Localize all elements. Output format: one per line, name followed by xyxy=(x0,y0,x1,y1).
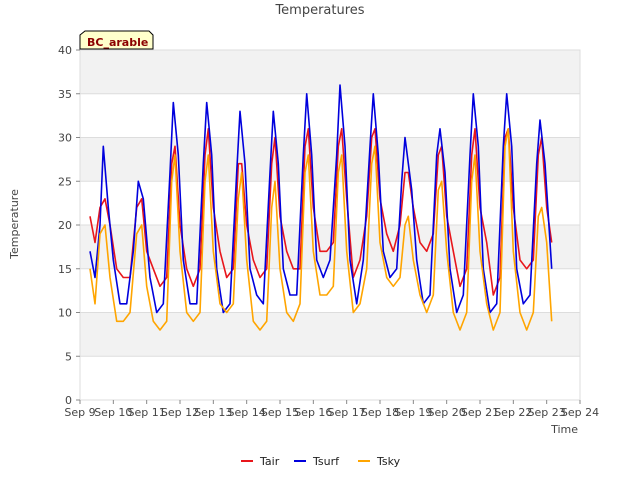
y-axis-ticks: 0 5 10 15 20 25 30 35 40 xyxy=(58,44,80,407)
x-tick-label: Sep 13 xyxy=(194,406,232,419)
legend-label: Tair xyxy=(259,455,280,468)
site-badge: BC_arable xyxy=(79,30,154,50)
x-tick-label: Sep 21 xyxy=(461,406,499,419)
y-tick-label: 35 xyxy=(58,88,72,101)
plot-band xyxy=(80,137,580,182)
x-tick-label: Sep 15 xyxy=(261,406,299,419)
plot-band xyxy=(80,93,580,138)
legend-label: Tsky xyxy=(376,455,401,468)
legend: Tair Tsurf Tsky xyxy=(241,455,401,468)
plot-band xyxy=(80,312,580,357)
y-tick-label: 40 xyxy=(58,44,72,57)
y-tick-label: 10 xyxy=(58,307,72,320)
x-tick-label: Sep 23 xyxy=(528,406,566,419)
chart-title: Temperatures xyxy=(274,3,364,18)
x-tick-label: Sep 18 xyxy=(361,406,399,419)
y-tick-label: 25 xyxy=(58,175,72,188)
y-axis-title: Temperature xyxy=(8,189,21,260)
plot-band xyxy=(80,356,580,400)
site-badge-shape xyxy=(79,30,154,50)
x-tick-label: Sep 12 xyxy=(161,406,199,419)
site-badge-label: BC_arable xyxy=(87,36,148,49)
y-tick-label: 0 xyxy=(65,394,72,407)
x-tick-label: Sep 16 xyxy=(294,406,332,419)
x-axis-title: Time xyxy=(550,423,578,436)
plot-band xyxy=(80,181,580,225)
y-tick-label: 20 xyxy=(58,219,72,232)
y-tick-label: 30 xyxy=(58,132,72,145)
legend-label: Tsurf xyxy=(312,455,340,468)
gridlines xyxy=(80,49,580,401)
x-tick-label: Sep 14 xyxy=(228,406,266,419)
series-line-tsurf xyxy=(89,84,553,314)
x-tick-label: Sep 19 xyxy=(394,406,432,419)
x-tick-label: Sep 20 xyxy=(428,406,466,419)
x-tick-label: Sep 11 xyxy=(128,406,166,419)
plot-band xyxy=(80,50,580,94)
y-tick-label: 15 xyxy=(58,263,72,276)
x-tick-label: Sep 10 xyxy=(94,406,132,419)
y-tick-label: 5 xyxy=(65,350,72,363)
x-tick-label: Sep 22 xyxy=(494,406,532,419)
x-tick-label: Sep 24 xyxy=(561,406,599,419)
series-lines xyxy=(89,84,553,331)
x-tick-label: Sep 17 xyxy=(328,406,366,419)
series-line-tsky xyxy=(89,128,553,331)
x-tick-label: Sep 9 xyxy=(64,406,95,419)
